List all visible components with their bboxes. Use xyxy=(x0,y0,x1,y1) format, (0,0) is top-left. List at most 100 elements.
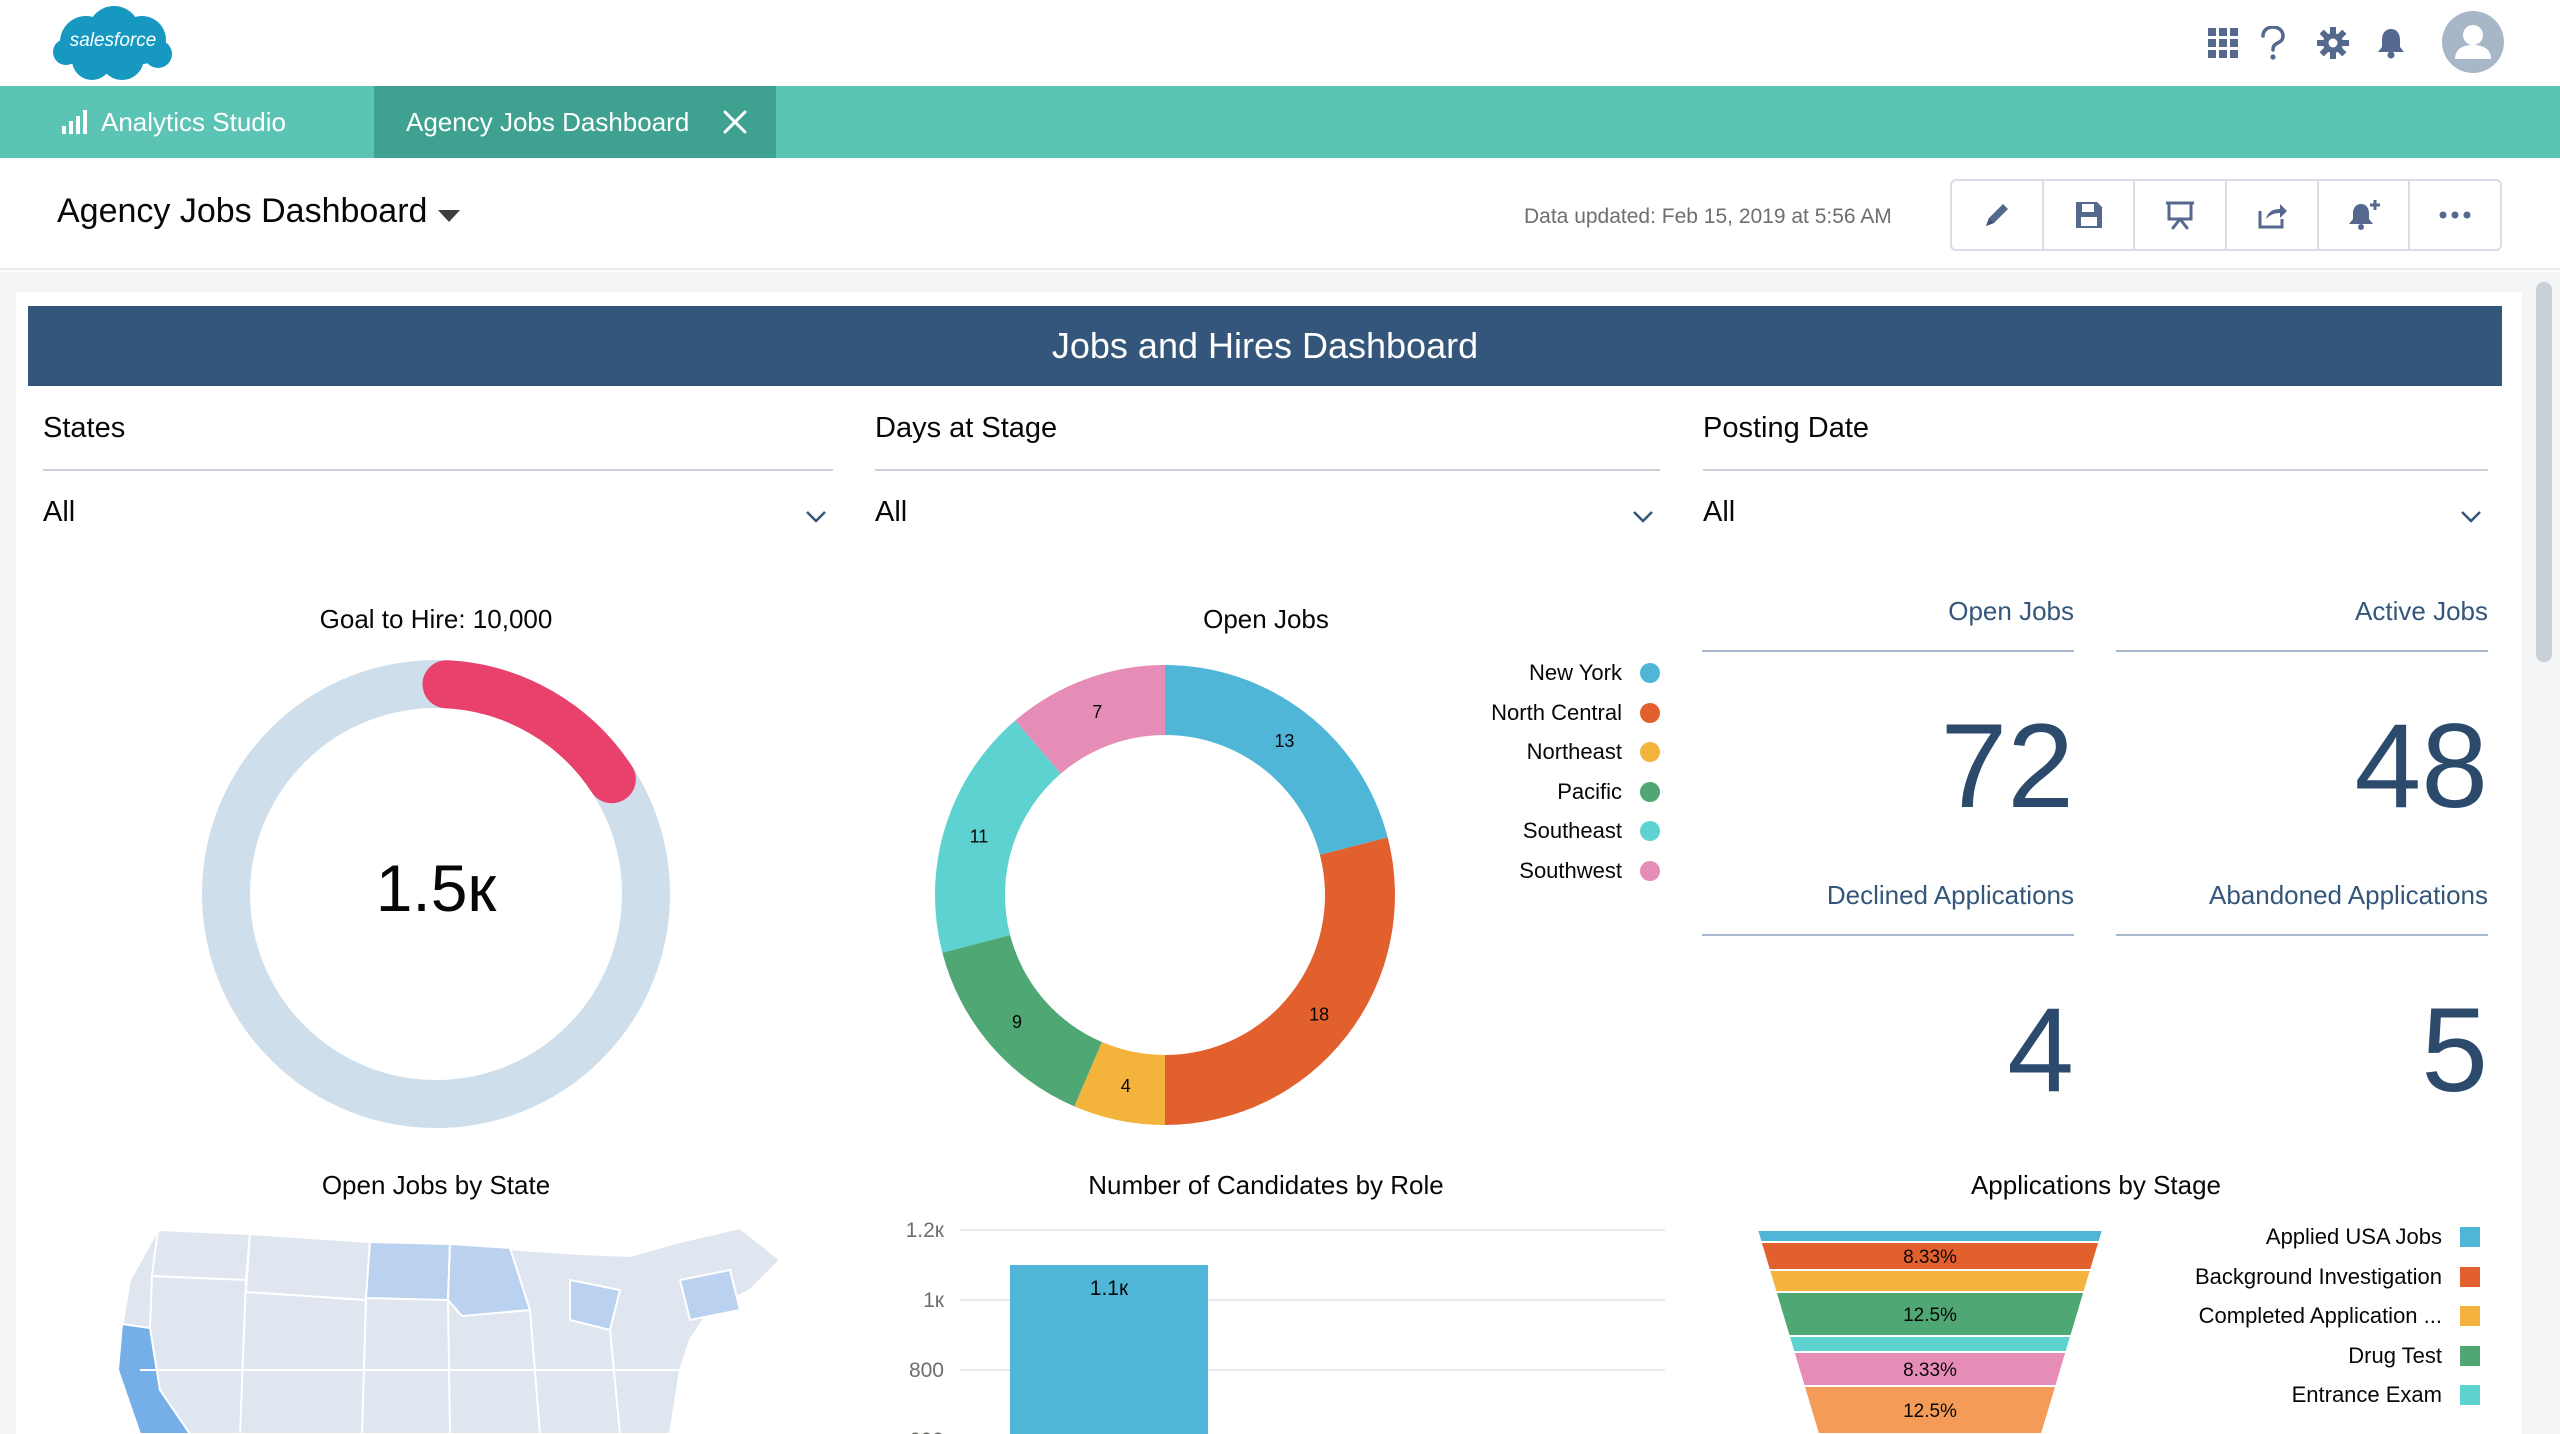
candidates-by-role-bar-chart[interactable]: 1.2к 1к 800 600 1.1к xyxy=(880,1200,1680,1434)
legend-item-label: Northeast xyxy=(1526,739,1622,764)
legend-item-label: Southwest xyxy=(1519,857,1622,883)
legend-item[interactable]: Applied USA Jobs xyxy=(2266,1224,2480,1250)
funnel-segment[interactable] xyxy=(1787,1335,2073,1353)
more-icon xyxy=(2439,211,2471,219)
funnel-segment[interactable] xyxy=(1755,1230,2105,1243)
chevron-down-icon[interactable] xyxy=(1632,510,1654,524)
legend-swatch xyxy=(1640,702,1660,723)
filter-days-select[interactable]: All xyxy=(875,496,908,528)
analytics-bars-icon xyxy=(62,110,87,134)
gauge-value: 1.5к xyxy=(375,851,497,925)
active-jobs-metric-value: 48 xyxy=(2354,699,2488,833)
donut-slice-label: 4 xyxy=(1121,1076,1131,1096)
declined-applications-value: 4 xyxy=(2007,983,2074,1117)
legend-swatch xyxy=(2460,1385,2480,1405)
declined-applications-divider xyxy=(1702,934,2074,936)
legend-item[interactable]: Southwest xyxy=(1519,858,1660,884)
abandoned-applications-value: 5 xyxy=(2421,983,2488,1117)
tab-agency-jobs-dashboard[interactable]: Agency Jobs Dashboard xyxy=(374,86,776,158)
tab-analytics-studio[interactable]: Analytics Studio xyxy=(62,86,286,158)
legend-swatch xyxy=(1640,821,1660,841)
legend-swatch xyxy=(1640,860,1660,881)
state-new-york xyxy=(678,1268,742,1322)
data-updated-timestamp: Data updated: Feb 15, 2019 at 5:56 AM xyxy=(1524,205,1892,228)
legend-item[interactable]: Southeast xyxy=(1523,818,1660,844)
bar-value-label: 1.1к xyxy=(1090,1277,1129,1300)
state-michigan xyxy=(569,1278,622,1332)
user-avatar-icon[interactable] xyxy=(2442,11,2504,73)
active-jobs-metric-divider xyxy=(2116,650,2488,652)
donut-slice-pacific[interactable] xyxy=(942,935,1102,1107)
tab-analytics-studio-label: Analytics Studio xyxy=(101,106,286,137)
donut-slice-northeast[interactable] xyxy=(1074,1042,1165,1125)
filter-states-label: States xyxy=(43,412,126,444)
funnel-segment[interactable] xyxy=(1802,1385,2058,1434)
funnel-chart-title: Applications by Stage xyxy=(1970,1170,2222,1200)
donut-slice-southwest[interactable] xyxy=(1015,665,1165,774)
dashboard-action-buttons xyxy=(1950,179,2502,251)
applications-by-stage-funnel[interactable]: 8.33% 12.5% 8.33% 12.5% xyxy=(1750,1230,2110,1434)
more-button[interactable] xyxy=(2410,181,2500,249)
open-jobs-donut-chart[interactable]: 13 18 4 9 11 7 xyxy=(934,664,1396,1126)
legend-item[interactable]: Background Investigation xyxy=(2195,1264,2480,1290)
notifications-icon[interactable] xyxy=(2368,20,2414,66)
legend-item[interactable]: New York xyxy=(1529,660,1660,686)
legend-item-label: Pacific xyxy=(1557,778,1622,804)
chevron-down-icon[interactable] xyxy=(438,210,460,222)
settings-icon[interactable] xyxy=(2310,20,2356,66)
legend-item[interactable]: North Central xyxy=(1491,700,1660,726)
close-icon[interactable] xyxy=(722,109,748,135)
chevron-down-icon[interactable] xyxy=(2460,510,2482,524)
filter-posting-date-divider xyxy=(1703,469,2488,471)
cloud-logo-shape xyxy=(53,6,172,80)
open-jobs-metric-value: 72 xyxy=(1940,699,2074,833)
edit-button[interactable] xyxy=(1952,181,2044,249)
filter-states-divider xyxy=(43,469,833,471)
legend-swatch xyxy=(2460,1227,2480,1247)
legend-item[interactable]: Drug Test xyxy=(2348,1343,2480,1369)
state-montana xyxy=(244,1232,372,1302)
filter-posting-date-select[interactable]: All xyxy=(1703,496,1736,528)
donut-slice-north-central[interactable] xyxy=(1165,837,1395,1125)
salesforce-logo[interactable]: salesforce xyxy=(52,4,174,84)
abandoned-applications-divider xyxy=(2116,934,2488,936)
state-north-dakota xyxy=(364,1240,452,1302)
donut-slice-new-york[interactable] xyxy=(1165,665,1388,855)
legend-item[interactable]: Completed Application ... xyxy=(2199,1303,2480,1329)
app-launcher-icon[interactable] xyxy=(2200,20,2246,66)
notify-button[interactable] xyxy=(2319,181,2411,249)
save-button[interactable] xyxy=(2044,181,2136,249)
donut-slice-label: 18 xyxy=(1309,1004,1329,1024)
legend-swatch xyxy=(2460,1306,2480,1326)
funnel-segment-label: 8.33% xyxy=(1903,1247,1957,1268)
open-jobs-by-state-map[interactable] xyxy=(100,1220,800,1434)
notify-icon xyxy=(2348,200,2380,230)
state-washington xyxy=(150,1228,252,1282)
edit-icon xyxy=(1985,204,2008,226)
chevron-down-icon[interactable] xyxy=(805,510,827,524)
vertical-scrollbar[interactable] xyxy=(2536,282,2552,662)
declined-applications-label: Declined Applications xyxy=(1826,880,2074,910)
legend-item[interactable]: Entrance Exam xyxy=(2292,1382,2480,1408)
funnel-segment[interactable] xyxy=(1767,1269,2093,1293)
help-icon[interactable] xyxy=(2250,20,2296,66)
tab-bar: Analytics Studio Agency Jobs Dashboard xyxy=(0,86,2560,158)
share-button[interactable] xyxy=(2227,181,2319,249)
logo-text: salesforce xyxy=(69,30,157,51)
goal-gauge[interactable] xyxy=(200,658,672,1130)
page-header: Agency Jobs Dashboard Data updated: Feb … xyxy=(0,158,2560,270)
donut-slice-southeast[interactable] xyxy=(935,720,1061,953)
legend-item[interactable]: Pacific xyxy=(1557,779,1660,805)
open-jobs-legend: New York North Central Northeast Pacific Sou… xyxy=(1400,660,1660,900)
y-tick-label: 800 xyxy=(909,1359,944,1382)
open-jobs-metric-divider xyxy=(1702,650,2074,652)
tab-active-label: Agency Jobs Dashboard xyxy=(406,106,690,137)
filter-posting-date-label: Posting Date xyxy=(1703,412,1870,444)
legend-item[interactable]: Northeast xyxy=(1527,739,1660,765)
gauge-fill xyxy=(422,660,636,804)
filter-states-select[interactable]: All xyxy=(43,496,76,528)
global-header: salesforce xyxy=(0,0,2560,86)
present-button[interactable] xyxy=(2135,181,2228,249)
bar[interactable] xyxy=(1010,1265,1208,1434)
gauge-title: Goal to Hire: 10,000 xyxy=(319,604,553,634)
